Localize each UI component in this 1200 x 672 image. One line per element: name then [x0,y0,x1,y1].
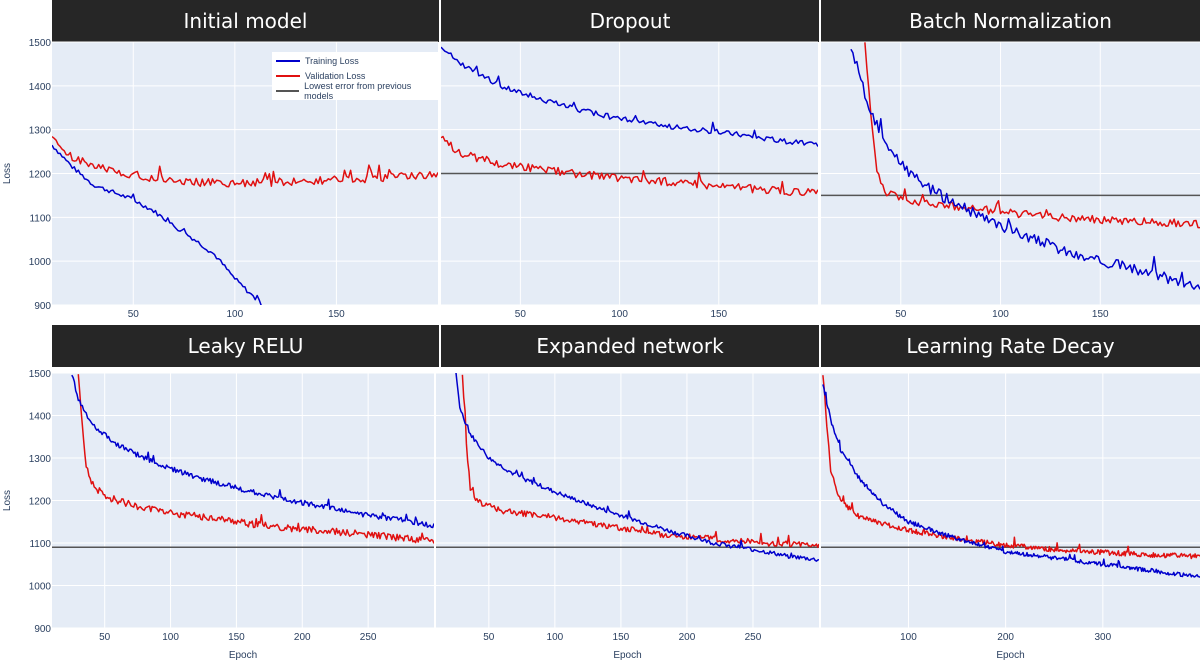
training-loss-line [455,373,819,562]
x-tick-label: 200 [294,632,311,643]
x-tick-label: 50 [99,632,111,643]
y-tick-label: 1000 [29,582,52,593]
training-loss-line [52,144,262,305]
legend-item-lowest: Lowest error from previous models [276,81,438,101]
x-tick-label: 150 [1092,309,1109,320]
validation-loss-line [461,374,819,549]
validation-loss-line [52,136,438,188]
x-tick-label: 100 [162,632,179,643]
legend-label-lowest: Lowest error from previous models [304,80,412,101]
x-tick-label: 50 [483,632,495,643]
panel-dropout: Dropout 50 100 150 [441,0,819,325]
x-tick-label: 250 [360,632,377,643]
x-tick-label: 100 [900,632,917,643]
legend-swatch-validation [276,74,300,77]
y-axis-title: Loss [2,163,13,184]
legend-swatch-lowest [276,89,300,92]
y-axis-gutter-bottom: 900 1000 1100 1200 1300 1400 1500 Loss [2,369,52,635]
panel-leaky-relu: Leaky RELU 50 100 150 200 250 Epoch [52,325,439,672]
x-tick-label: 50 [515,309,527,320]
panel-title: Initial model [52,0,439,42]
x-tick-label: 150 [328,309,345,320]
legend-item-validation: Validation Loss [276,69,438,82]
panel-title: Dropout [441,0,819,42]
x-tick-label: 200 [679,632,696,643]
y-tick-label: 1400 [29,412,52,423]
panel-initial-model: Initial model 50 100 150 Training Loss Val… [52,0,439,325]
legend: Training Loss Validation Loss Lowest err… [272,52,438,101]
x-axis-title: Epoch [613,650,641,661]
panel-learning-rate-decay: Learning Rate Decay 100 200 300 Epoch [821,325,1200,672]
plot-area: 50 100 150 200 250 Epoch [436,372,819,661]
series-group [52,136,438,305]
x-tick-label: 200 [997,632,1014,643]
y-tick-label: 1000 [29,257,52,268]
series-group [821,375,1200,578]
y-tick-label: 1300 [29,454,52,465]
x-tick-label: 50 [895,309,907,320]
x-tick-label: 100 [226,309,243,320]
y-axis-title: Loss [2,490,13,511]
validation-loss-line [864,42,1200,229]
x-tick-label: 300 [1094,632,1111,643]
y-tick-label: 1400 [29,82,52,93]
series-group [436,373,819,562]
panel-batch-normalization: Batch Normalization 50 100 150 [821,0,1200,325]
x-tick-label: 100 [992,309,1009,320]
plot-area: 100 200 300 Epoch [821,372,1200,661]
validation-loss-line [77,374,434,544]
panel-title: Learning Rate Decay [821,325,1200,367]
x-tick-label: 150 [613,632,630,643]
series-group [52,374,434,548]
legend-item-training: Training Loss [276,54,438,67]
x-tick-label: 50 [128,309,140,320]
plot-area: 50 100 150 [821,41,1200,320]
plot-area: 50 100 150 200 250 Epoch [52,372,434,661]
training-loss-line [441,46,818,147]
x-tick-label: 150 [710,309,727,320]
y-tick-label: 900 [34,624,51,635]
panel-title: Expanded network [441,325,819,367]
legend-label-training: Training Loss [305,55,359,66]
plot-area: 50 100 150 [441,41,818,320]
x-tick-label: 250 [745,632,762,643]
training-loss-line [71,374,434,529]
y-tick-label: 1100 [29,213,51,224]
x-axis-title: Epoch [229,650,257,661]
legend-label-validation: Validation Loss [305,70,366,81]
panel-expanded-network: Expanded network 50 100 150 200 250 Epoch [436,325,819,672]
y-tick-label: 1500 [29,38,52,49]
y-tick-label: 900 [34,301,51,312]
legend-swatch-training [276,59,300,62]
series-group [441,46,818,197]
y-axis-gutter-top: 900 1000 1100 1200 1300 1400 1500 Loss [2,38,52,312]
validation-loss-line [441,135,818,197]
x-axis-title: Epoch [996,650,1024,661]
validation-loss-line [822,375,1200,560]
x-tick-label: 100 [611,309,628,320]
y-tick-label: 1500 [29,369,52,380]
training-loss-line [822,384,1200,578]
x-tick-label: 100 [547,632,564,643]
y-tick-label: 1200 [29,170,52,181]
panel-title: Batch Normalization [821,0,1200,42]
panel-title: Leaky RELU [52,325,439,367]
y-tick-label: 1200 [29,497,52,508]
y-tick-label: 1300 [29,126,52,137]
x-tick-label: 150 [228,632,245,643]
y-tick-label: 1100 [29,539,51,550]
series-group [821,42,1200,290]
training-loss-line [850,48,1200,290]
